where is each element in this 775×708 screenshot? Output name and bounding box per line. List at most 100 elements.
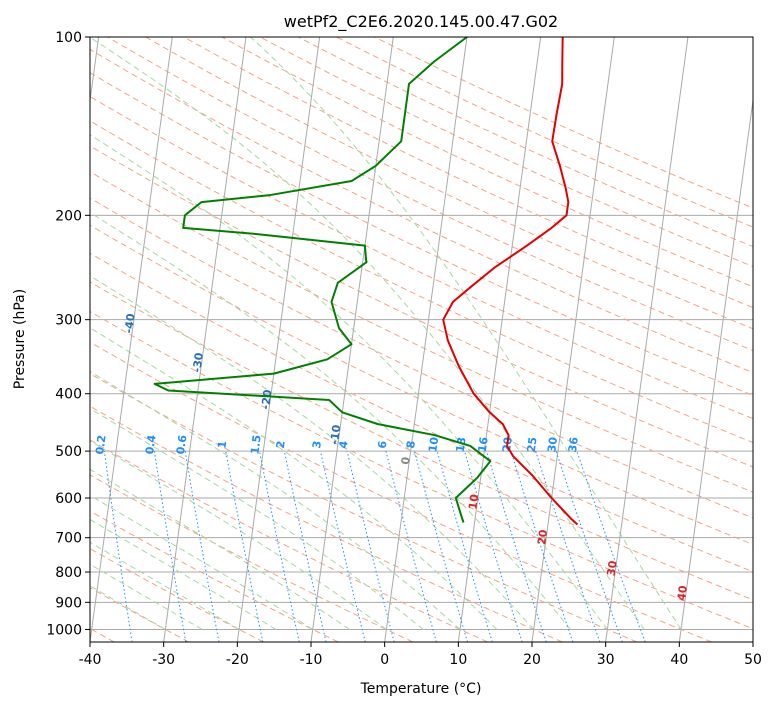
x-tick-label: 10 xyxy=(449,652,467,668)
dry-adiabat xyxy=(90,310,753,630)
y-tick-label: 900 xyxy=(55,595,82,611)
y-tick-label: 400 xyxy=(55,387,82,403)
mixing-ratio-line xyxy=(103,451,133,642)
mixing-ratio-label: 8 xyxy=(404,440,418,449)
moist-adiabat xyxy=(90,541,240,630)
moist-adiabat xyxy=(90,407,424,630)
adiabat-label: -10 xyxy=(328,424,344,446)
mixing-ratio-label: 4 xyxy=(337,440,351,450)
isotherm xyxy=(678,96,753,642)
isotherm-label: 10 xyxy=(466,493,481,510)
isotherm-label: 20 xyxy=(535,528,550,545)
mixing-ratio-label: 2 xyxy=(274,440,288,449)
background-labels: 0.10.20.40.611.5234681013162025303601020… xyxy=(93,312,690,601)
sounding-profiles xyxy=(153,37,579,526)
y-tick-label: 800 xyxy=(55,565,82,581)
y-tick-label: 700 xyxy=(55,531,82,547)
y-tick-label: 300 xyxy=(55,313,82,329)
x-tick-label: 40 xyxy=(670,652,688,668)
isotherm-label: 30 xyxy=(605,560,620,577)
x-axis: -40 -30 -20 -10 0 10 20 30 40 50 xyxy=(79,642,762,668)
dry-adiabat xyxy=(90,341,712,642)
dry-adiabat xyxy=(90,373,638,642)
dry-adiabat xyxy=(107,37,753,352)
y-tick-label: 600 xyxy=(55,491,82,507)
mixing-ratio-line xyxy=(259,451,300,642)
mixing-ratio-label: 0.4 xyxy=(143,434,159,455)
mixing-ratio-label: 30 xyxy=(545,436,560,453)
y-axis: 100 200 300 400 500 600 700 800 900 1000 xyxy=(46,30,90,638)
temperature-line xyxy=(442,37,579,526)
mixing-ratio-line xyxy=(535,450,601,642)
mixing-ratio-label: 16 xyxy=(476,436,491,453)
dry-adiabat xyxy=(221,37,753,288)
plot-frame xyxy=(89,36,754,643)
x-tick-label: -40 xyxy=(79,652,102,668)
adiabat-label: -30 xyxy=(190,351,206,373)
mixing-ratio-line xyxy=(346,450,395,642)
dry-adiabat xyxy=(90,171,753,493)
mixing-ratio-label: 25 xyxy=(525,436,540,453)
isotherm-label: 40 xyxy=(675,584,690,601)
x-tick-label: 50 xyxy=(744,652,762,668)
x-tick-label: -10 xyxy=(300,652,323,668)
mixing-ratio-label: 13 xyxy=(454,436,469,453)
moist-adiabat xyxy=(90,327,498,630)
dry-adiabat xyxy=(90,72,753,396)
y-tick-label: 500 xyxy=(55,444,82,460)
isotherm xyxy=(163,37,247,642)
mixing-ratio-line xyxy=(225,451,264,642)
mixing-ratio-label: 10 xyxy=(426,436,441,453)
mixing-ratio-line xyxy=(555,450,623,642)
isotherm xyxy=(531,37,615,642)
dry-adiabat xyxy=(145,37,753,330)
moist-adiabat xyxy=(250,37,682,630)
dry-adiabat xyxy=(90,197,753,519)
mixing-ratio-line xyxy=(486,450,547,642)
mixing-ratio-label: 6 xyxy=(376,440,390,450)
dry-adiabat xyxy=(90,281,753,601)
isotherms xyxy=(90,37,753,642)
x-tick-label: -20 xyxy=(226,652,249,668)
mixing-ratio-line xyxy=(320,450,366,642)
moist-adiabat xyxy=(90,585,166,630)
moist-adiabat xyxy=(90,370,461,630)
moist-adiabat xyxy=(90,212,571,630)
mixing-ratio-label: 1.5 xyxy=(248,434,263,455)
adiabat-label: -40 xyxy=(122,312,138,334)
mixing-ratio-lines xyxy=(103,450,646,642)
mixing-ratio-line xyxy=(414,450,468,642)
mixing-ratio-line xyxy=(576,450,646,642)
dewpoint-line xyxy=(153,37,492,523)
x-tick-label: 20 xyxy=(523,652,541,668)
dry-adiabat xyxy=(90,439,488,642)
x-tick-label: 0 xyxy=(380,652,389,668)
moist-adiabat xyxy=(90,468,350,630)
isotherm xyxy=(605,37,689,642)
x-axis-label: Temperature (°C) xyxy=(360,681,482,697)
dry-adiabat xyxy=(90,548,264,642)
y-tick-label: 1000 xyxy=(46,622,82,638)
dry-adiabat xyxy=(90,510,339,642)
plot-area: 0.10.20.40.611.5234681013162025303601020… xyxy=(90,37,753,642)
mixing-ratio-line xyxy=(436,450,493,642)
isotherm xyxy=(384,37,468,642)
mixing-ratio-line xyxy=(464,450,523,642)
mixing-ratio-label: 1 xyxy=(215,440,229,449)
mixing-ratio-label: 0.2 xyxy=(93,434,108,455)
mixing-ratio-label: 3 xyxy=(310,440,324,449)
moist-adiabat xyxy=(90,440,387,630)
mixing-ratio-label: 0.6 xyxy=(174,434,190,455)
isotherm xyxy=(310,37,394,642)
y-tick-label: 200 xyxy=(55,208,82,224)
moist-adiabat xyxy=(90,37,645,630)
isotherm xyxy=(90,37,173,642)
moist-adiabat xyxy=(90,563,203,630)
dry-adiabat xyxy=(90,224,753,545)
adiabat-label: -20 xyxy=(259,388,275,410)
dry-adiabat xyxy=(90,405,563,642)
y-axis-label: Pressure (hPa) xyxy=(12,289,28,389)
chart-title: wetPf2_C2E6.2020.145.00.47.G02 xyxy=(284,12,558,32)
